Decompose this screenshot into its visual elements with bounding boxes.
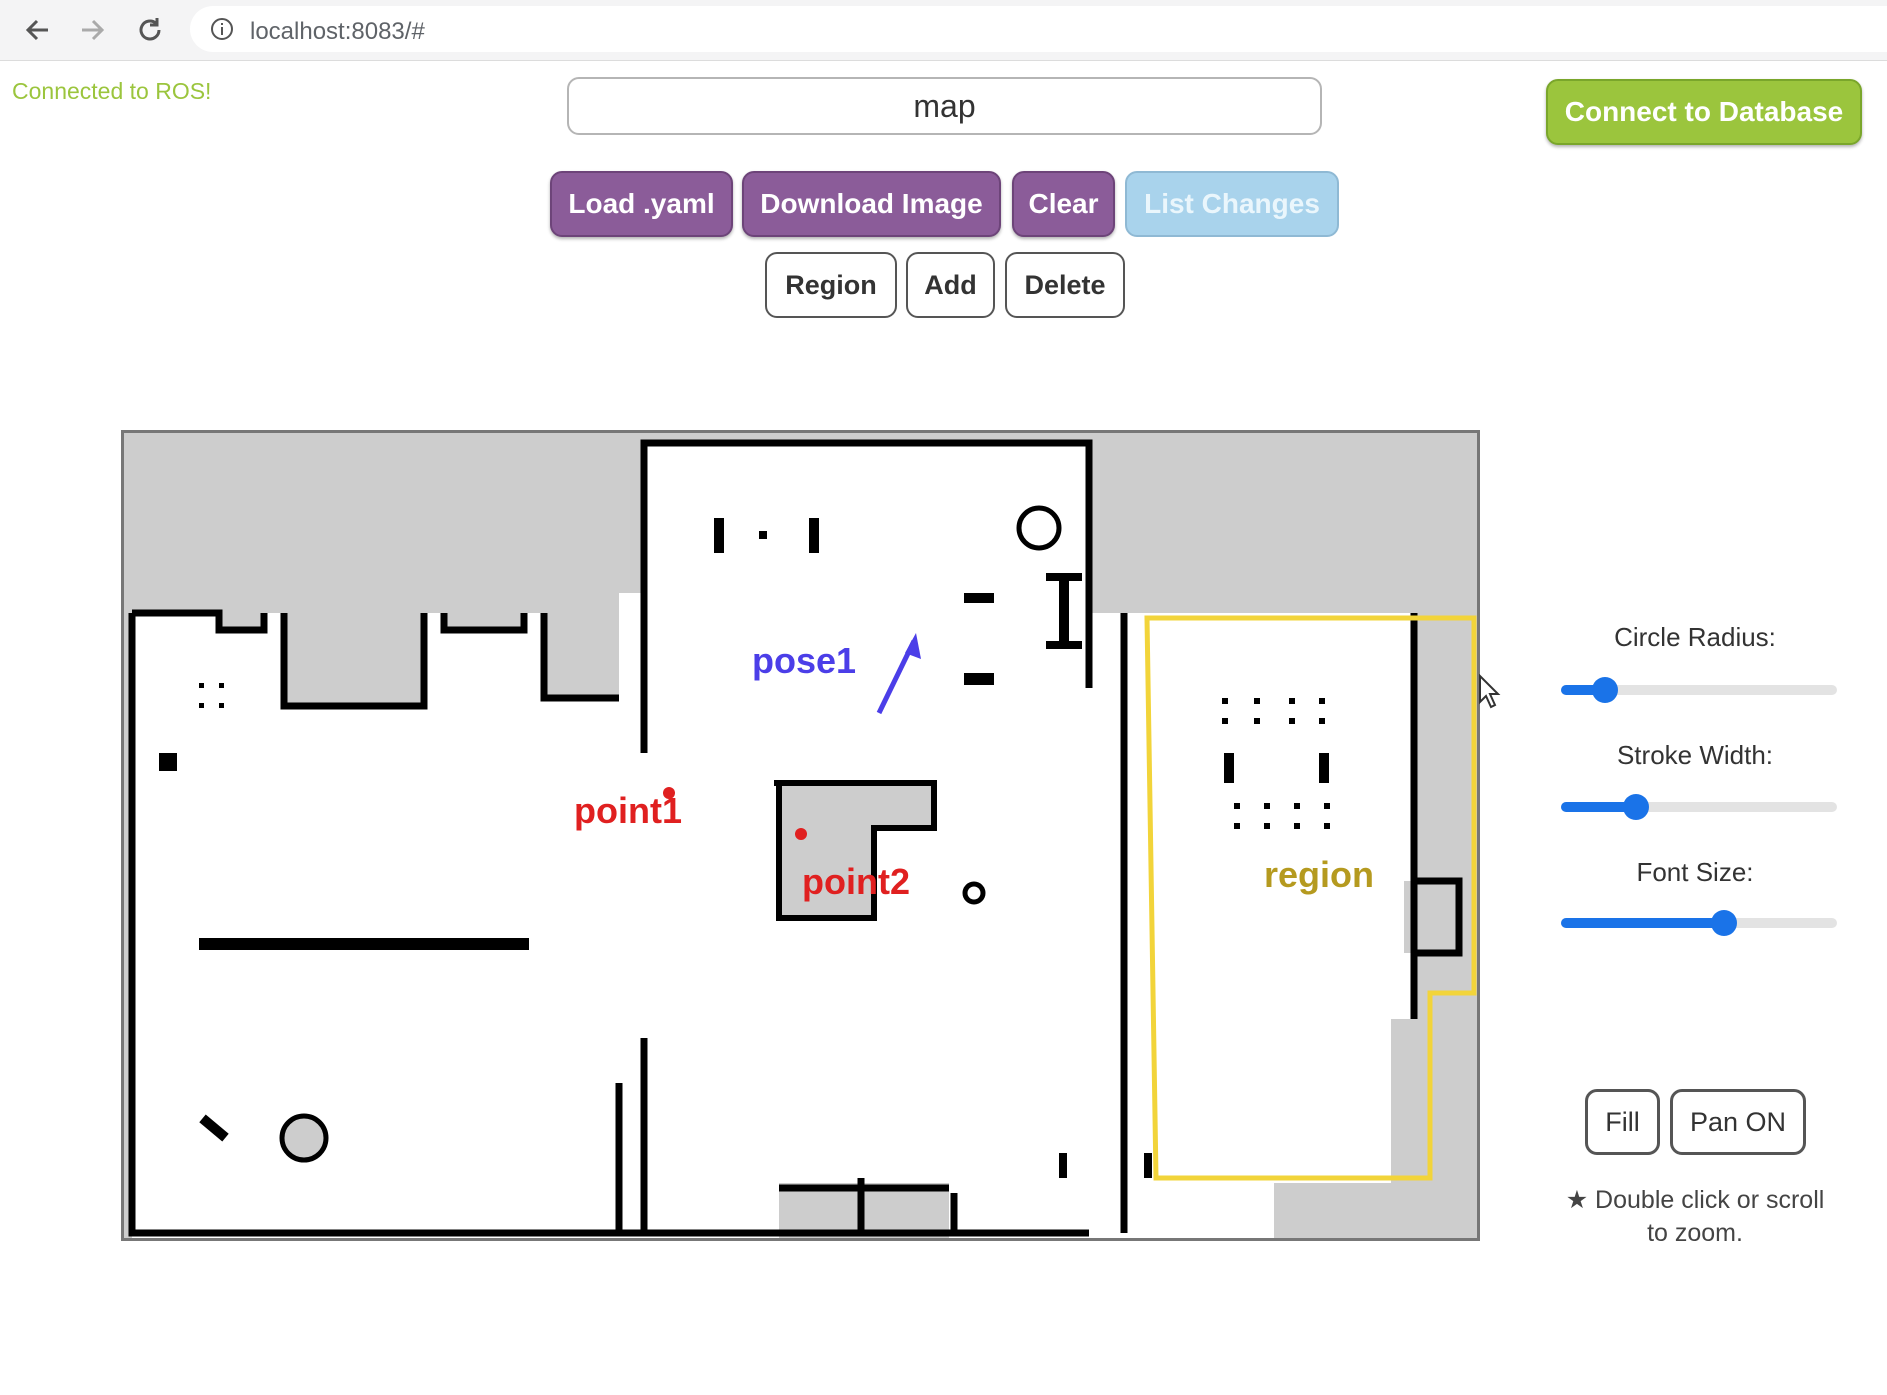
slider-thumb[interactable] (1592, 677, 1619, 703)
font-size-label: Font Size: (1636, 857, 1754, 887)
arrow-right-icon (82, 19, 105, 41)
reload-icon (139, 18, 161, 41)
map-name-input[interactable] (567, 77, 1322, 135)
zoom-hint: ★ Double click or scroll to zoom. (1565, 1186, 1825, 1247)
point2-label: point2 (802, 861, 910, 902)
download-image-button[interactable]: Download Image (742, 171, 1001, 237)
region-tool-button[interactable]: Region (765, 252, 897, 318)
slider-thumb[interactable] (1710, 910, 1737, 936)
slider-fill (1561, 685, 1606, 695)
list-changes-button[interactable]: List Changes (1125, 171, 1339, 237)
connect-database-button[interactable]: Connect to Database (1546, 79, 1862, 145)
delete-tool-button[interactable]: Delete (1005, 252, 1125, 318)
slider-thumb[interactable] (1622, 794, 1649, 820)
info-icon (211, 18, 233, 40)
pan-toggle-button[interactable]: Pan ON (1670, 1089, 1806, 1155)
region-outline (1144, 615, 1477, 1181)
pose1-arrow (876, 633, 921, 715)
slider-fill (1561, 802, 1636, 812)
font-size-slider[interactable] (1561, 910, 1837, 936)
ros-connection-status: Connected to ROS! (12, 78, 212, 104)
mouse-cursor-icon (1479, 674, 1501, 709)
browser-toolbar: localhost:8083/# (0, 0, 1887, 61)
fill-toggle-button[interactable]: Fill (1585, 1089, 1660, 1155)
load-yaml-button[interactable]: Load .yaml (550, 171, 733, 237)
circle-radius-slider[interactable] (1561, 677, 1837, 703)
forward-button[interactable] (72, 10, 112, 50)
stroke-width-slider[interactable] (1561, 794, 1837, 820)
stroke-width-label: Stroke Width: (1616, 740, 1774, 770)
back-button[interactable] (18, 10, 58, 50)
address-bar[interactable]: localhost:8083/# (190, 6, 1887, 52)
clear-button[interactable]: Clear (1012, 171, 1115, 237)
map-canvas[interactable]: pose1 point1 point2 region (121, 430, 1480, 1241)
point1-marker (663, 787, 675, 799)
occupancy-map: pose1 point1 point2 region (128, 439, 1477, 1238)
add-tool-button[interactable]: Add (906, 252, 995, 318)
circle-radius-label: Circle Radius: (1614, 622, 1776, 652)
address-url: localhost:8083/# (250, 18, 425, 45)
arrow-left-icon (25, 19, 48, 41)
point2-marker (795, 828, 807, 840)
reload-button[interactable] (130, 10, 170, 50)
pose1-label: pose1 (752, 640, 856, 681)
region-label: region (1264, 854, 1374, 895)
slider-fill (1561, 918, 1724, 928)
point1-label: point1 (574, 790, 682, 831)
